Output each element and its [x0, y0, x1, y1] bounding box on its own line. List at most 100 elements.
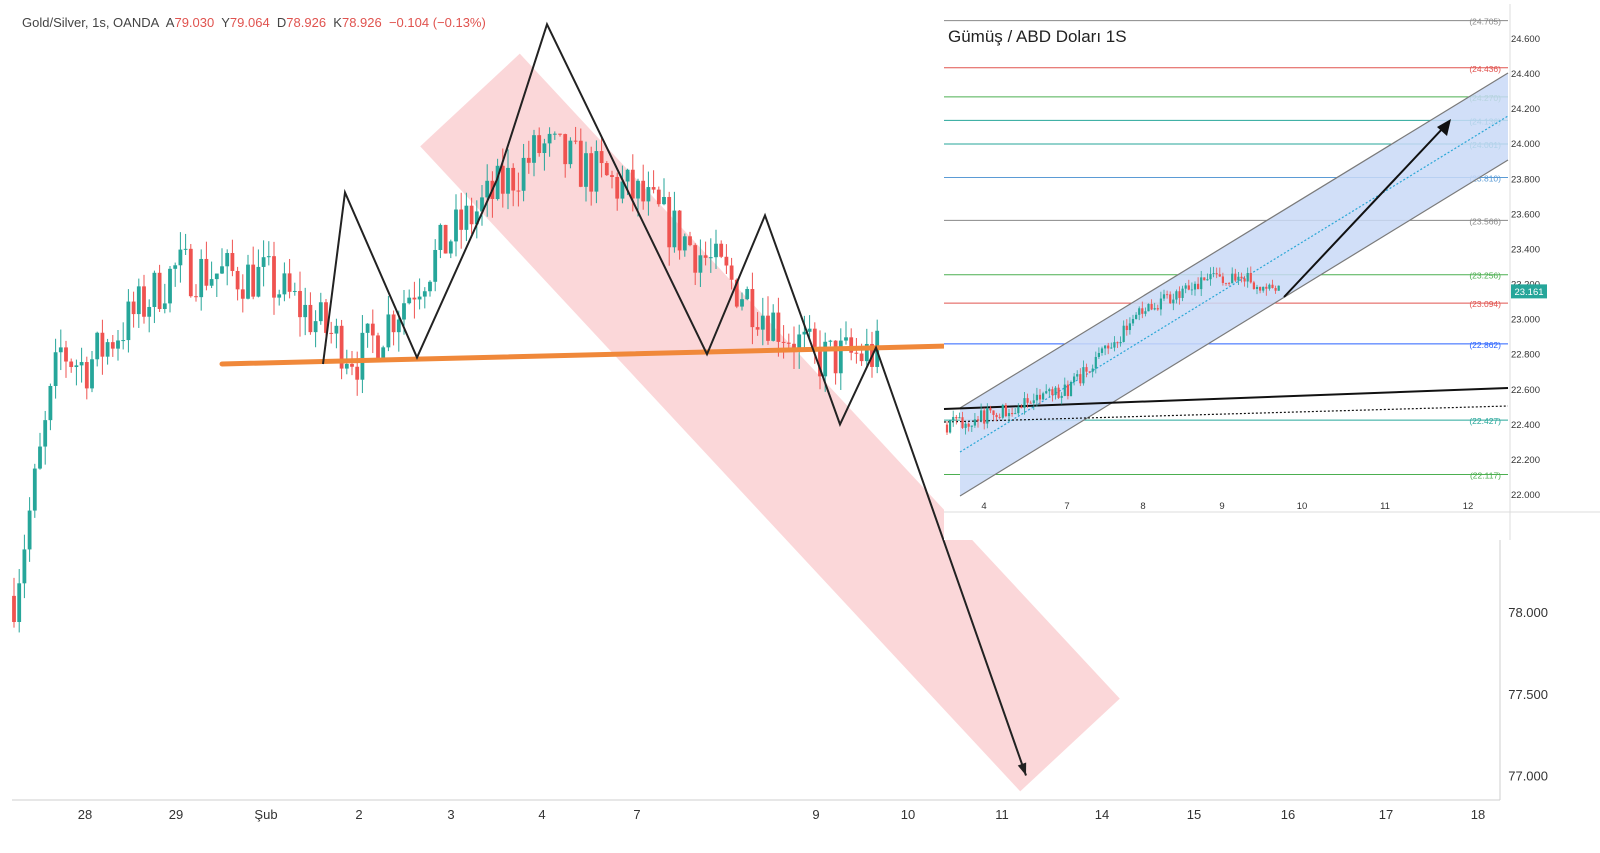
inset-candle-body: [1011, 413, 1014, 415]
inset-candle-body: [998, 417, 1001, 418]
candle-body: [802, 331, 807, 335]
inset-last-price-label: 23.161: [1514, 287, 1543, 298]
candle-body: [599, 151, 604, 164]
inset-candle-body: [1197, 283, 1200, 290]
candle-body: [781, 341, 786, 343]
pattern-zigzag-line: [322, 21, 1027, 776]
candle-body: [620, 181, 625, 199]
x-tick-label: 15: [1187, 807, 1201, 822]
candle-body: [844, 337, 848, 341]
candle-body: [750, 289, 755, 328]
candle-body: [433, 249, 438, 282]
inset-candle-body: [1147, 303, 1150, 312]
inset-x-tick-label: 7: [1064, 501, 1069, 512]
inset-candle-body: [1107, 345, 1110, 349]
inset-candle-body: [1190, 289, 1193, 291]
inset-candle-body: [1237, 276, 1240, 281]
candle-body: [630, 169, 635, 199]
candle-body: [521, 157, 526, 191]
candle-body: [240, 289, 245, 299]
candle-body: [646, 187, 651, 202]
candle-body: [422, 291, 427, 297]
candle-body: [407, 297, 412, 304]
fib-level-label: (23.566): [1469, 216, 1501, 226]
candle-body: [79, 362, 84, 366]
inset-candle-body: [1001, 404, 1004, 418]
candle-body: [303, 304, 308, 318]
inset-candle-body: [1203, 277, 1206, 281]
inset-candle-body: [967, 423, 970, 427]
inset-candle-body: [1042, 393, 1045, 400]
inset-candle-body: [1131, 319, 1135, 324]
inset-last-price-tag: [1511, 284, 1547, 299]
candle-body: [760, 315, 765, 330]
candle-body: [69, 361, 74, 368]
inset-candle-body: [1091, 368, 1094, 372]
inset-candle-body: [1100, 348, 1104, 353]
candle-body: [771, 312, 776, 341]
candle-body: [454, 209, 458, 242]
inset-candle-body: [1169, 294, 1172, 304]
candle-body: [636, 180, 640, 199]
candle-body: [698, 255, 703, 273]
x-tick-label: 2: [355, 807, 362, 822]
candle-body: [745, 289, 750, 300]
candle-body: [656, 189, 661, 205]
inset-candle-body: [1193, 283, 1197, 290]
inset-candle-body: [1234, 273, 1237, 281]
inset-candle-body: [1051, 389, 1054, 396]
inset-candle-body: [1128, 323, 1131, 331]
candle-body: [402, 303, 406, 320]
candle-body: [350, 363, 354, 367]
inset-projection-arrow-head: [1437, 119, 1451, 136]
inset-y-tick-label: 24.200: [1511, 104, 1540, 115]
candle-body: [412, 297, 417, 300]
candle-body: [511, 167, 516, 191]
candle-body: [339, 325, 344, 369]
candle-body: [157, 272, 162, 310]
y-tick-label: 77.500: [1508, 687, 1548, 702]
candle-body: [292, 290, 297, 292]
x-tick-label: Şub: [254, 807, 277, 822]
candle-body: [516, 190, 521, 192]
inset-candle-body: [992, 410, 995, 415]
inset-x-tick-label: 9: [1219, 501, 1224, 512]
candle-body: [682, 236, 687, 251]
candle-body: [729, 265, 734, 280]
x-tick-label: 14: [1095, 807, 1109, 822]
candle-body: [464, 205, 469, 230]
fib-level-label: (24.705): [1469, 17, 1501, 27]
inset-candle-body: [1231, 273, 1234, 284]
x-tick-label: 4: [538, 807, 545, 822]
candle-body: [376, 335, 380, 358]
inset-candle-body: [1187, 285, 1190, 290]
candle-body: [183, 248, 188, 250]
silver-usd-inset-chart: Gümüş / ABD Doları 1S(24.705)(24.436)(24…: [943, 4, 1600, 540]
candle-body: [246, 264, 250, 299]
candle-body: [625, 169, 630, 182]
inset-candle-body: [1066, 384, 1069, 397]
candle-body: [786, 342, 791, 344]
inset-candle-body: [1094, 356, 1097, 369]
candle-body: [688, 236, 692, 246]
inset-candle-body: [1026, 398, 1029, 403]
ascending-channel-bottom: [959, 159, 1509, 497]
candle-body: [121, 340, 126, 342]
candle-body: [714, 243, 718, 258]
candle-body: [225, 253, 230, 267]
x-tick-label: 3: [447, 807, 454, 822]
inset-candle-body: [1159, 298, 1162, 310]
candle-body: [256, 266, 261, 297]
inset-y-tick-label: 24.600: [1511, 34, 1540, 45]
candle-body: [526, 157, 531, 163]
y-tick-label: 77.000: [1508, 769, 1548, 784]
fib-level-label: (23.810): [1469, 174, 1501, 184]
inset-candle-body: [1038, 394, 1042, 400]
candle-body: [136, 286, 141, 315]
inset-candle-body: [1141, 308, 1144, 314]
candle-body: [298, 290, 302, 318]
candle-body: [131, 301, 136, 315]
inset-candle-body: [1255, 286, 1259, 290]
inset-candle-body: [1104, 345, 1107, 349]
